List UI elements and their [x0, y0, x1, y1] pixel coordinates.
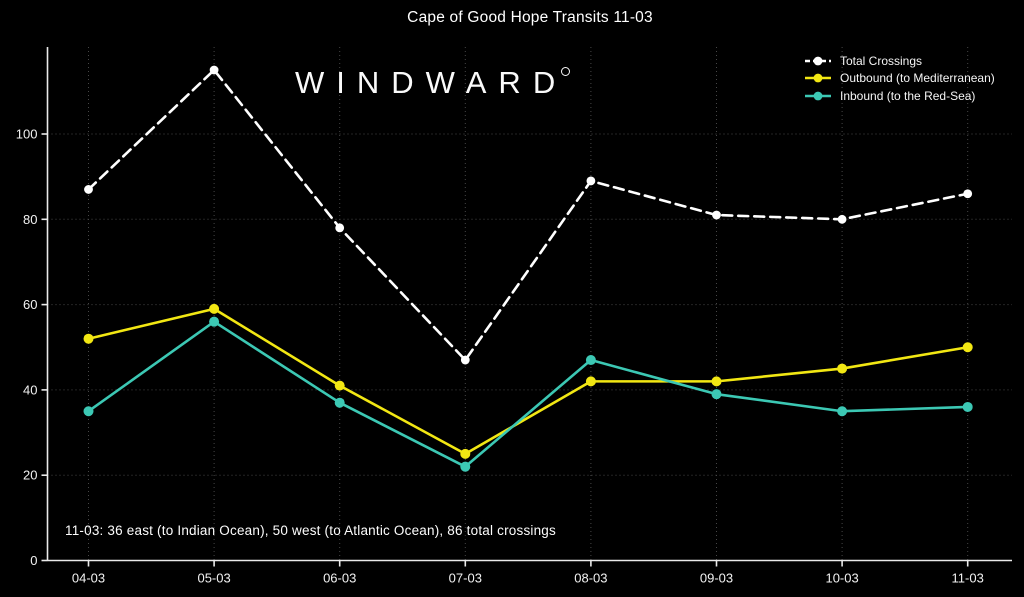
data-point-series2-07-03	[460, 461, 471, 472]
x-tick-label: 06-03	[323, 571, 356, 586]
series-line-1	[87, 307, 970, 456]
legend-item-0[interactable]: Total Crossings	[804, 52, 995, 70]
x-tick-label: 09-03	[700, 571, 733, 586]
x-tick-label: 11-03	[952, 571, 984, 586]
data-point-series0-09-03	[712, 210, 721, 220]
data-point-series1-06-03	[334, 380, 345, 391]
series-line-2	[87, 320, 970, 468]
chart-title: Cape of Good Hope Transits 11-03	[407, 9, 653, 26]
x-tick-label: 04-03	[72, 571, 105, 586]
x-tick-label: 10-03	[825, 571, 858, 586]
legend-item-1[interactable]: Outbound (to Mediterranean)	[804, 70, 995, 88]
data-point-series1-08-03	[585, 376, 596, 387]
windward-logo: WINDWARD	[295, 65, 571, 100]
data-point-series2-09-03	[711, 389, 722, 400]
legend-label: Outbound (to Mediterranean)	[840, 71, 995, 86]
data-point-series2-10-03	[837, 406, 848, 417]
x-tick-label: 08-03	[574, 571, 607, 586]
data-point-series2-06-03	[334, 397, 345, 408]
y-tick-label: 80	[23, 212, 37, 227]
data-point-series0-07-03	[460, 355, 470, 365]
data-point-series0-08-03	[586, 176, 596, 186]
y-tick-label: 60	[23, 297, 37, 312]
legend-marker-icon	[805, 91, 831, 101]
data-point-series0-06-03	[335, 223, 345, 233]
data-point-series2-05-03	[209, 316, 220, 327]
data-point-series2-11-03	[962, 401, 973, 412]
data-point-series1-09-03	[711, 376, 722, 387]
legend-marker-icon	[805, 73, 831, 83]
y-tick-label: 40	[23, 382, 37, 397]
windward-logo-text: WINDWARD	[295, 65, 568, 100]
legend-label: Total Crossings	[840, 53, 923, 68]
data-point-series0-05-03	[209, 65, 219, 75]
legend: Total Crossings Outbound (to Mediterranea…	[804, 52, 995, 105]
data-point-series0-11-03	[963, 189, 973, 199]
data-point-series0-10-03	[837, 214, 847, 224]
data-point-series0-04-03	[84, 185, 93, 194]
annotation-text: 11-03: 36 east (to Indian Ocean), 50 wes…	[65, 523, 556, 538]
data-point-series1-05-03	[209, 303, 220, 314]
data-point-series1-07-03	[460, 448, 471, 459]
data-point-series1-11-03	[962, 342, 973, 353]
legend-label: Inbound (to the Red-Sea)	[840, 88, 976, 103]
data-point-series1-10-03	[837, 363, 848, 374]
y-tick-label: 20	[23, 468, 37, 483]
data-point-series2-04-03	[83, 406, 94, 417]
legend-marker-icon	[805, 56, 831, 66]
x-tick-label: 05-03	[197, 571, 230, 586]
data-point-series2-08-03	[585, 355, 596, 366]
x-tick-label: 07-03	[449, 571, 482, 586]
data-point-series1-04-03	[83, 333, 94, 344]
y-tick-label: 0	[30, 553, 37, 568]
legend-item-2[interactable]: Inbound (to the Red-Sea)	[804, 87, 995, 105]
degree-circle-icon	[561, 67, 571, 76]
y-tick-label: 100	[16, 127, 38, 142]
series-line-0	[87, 68, 970, 362]
